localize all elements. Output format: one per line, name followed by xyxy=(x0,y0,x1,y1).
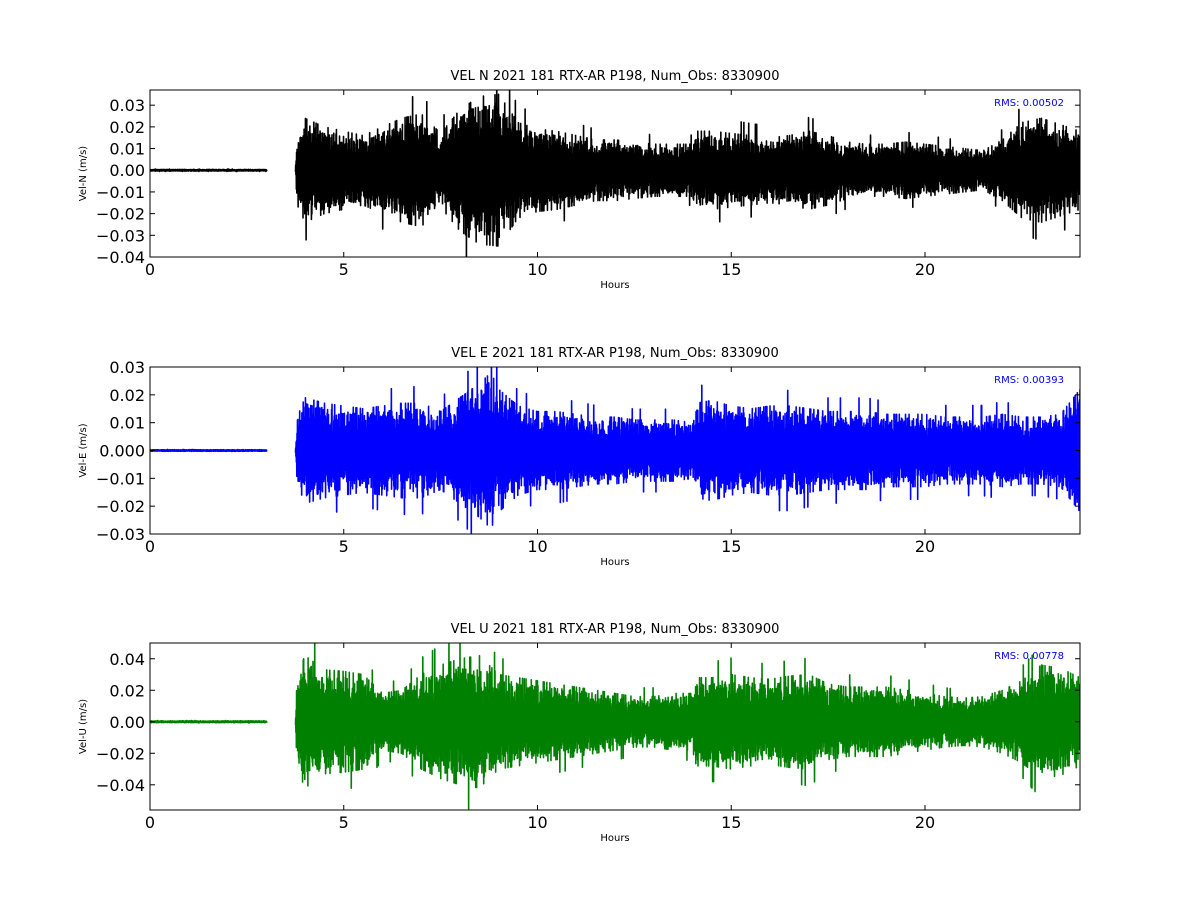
y-axis-label-n: Vel-N (m/s) xyxy=(78,146,89,201)
panel-n: VEL N 2021 181 RTX-AR P198, Num_Obs: 833… xyxy=(78,69,1081,291)
y-axis-label-e: Vel-E (m/s) xyxy=(78,423,89,477)
y-tick-label-u: 0.02 xyxy=(109,681,145,700)
chart-title-n: VEL N 2021 181 RTX-AR P198, Num_Obs: 833… xyxy=(451,69,780,84)
plot-frame-u xyxy=(149,642,1081,811)
x-tick-label-u: 5 xyxy=(339,813,349,832)
x-tick-label-n: 0 xyxy=(145,260,155,279)
x-tick-label-n: 15 xyxy=(721,260,741,279)
y-tick-label-e: 0.03 xyxy=(109,358,145,377)
x-axis-label-n: Hours xyxy=(600,280,629,291)
y-tick-label-n: −0.01 xyxy=(96,183,145,202)
x-tick-label-u: 15 xyxy=(721,813,741,832)
chart-title-e: VEL E 2021 181 RTX-AR P198, Num_Obs: 833… xyxy=(451,346,778,361)
x-tick-label-u: 0 xyxy=(145,813,155,832)
rms-label-e: RMS: 0.00393 xyxy=(994,375,1064,386)
x-axis-label-e: Hours xyxy=(600,557,629,568)
y-tick-label-e: −0.01 xyxy=(96,469,145,488)
chart-title-u: VEL U 2021 181 RTX-AR P198, Num_Obs: 833… xyxy=(451,622,780,637)
y-tick-label-n: −0.04 xyxy=(96,248,145,267)
x-axis-label-u: Hours xyxy=(600,833,629,844)
panel-e: VEL E 2021 181 RTX-AR P198, Num_Obs: 833… xyxy=(78,346,1081,568)
x-tick-label-e: 10 xyxy=(527,537,547,556)
y-tick-label-e: 0.000 xyxy=(99,442,145,461)
y-tick-label-e: −0.03 xyxy=(96,525,145,544)
y-tick-label-n: 0.02 xyxy=(109,118,145,137)
series-line-n xyxy=(150,90,1080,257)
x-tick-label-e: 20 xyxy=(915,537,935,556)
series-line-u xyxy=(150,643,1080,810)
y-tick-label-u: 0.04 xyxy=(109,650,145,669)
y-tick-label-n: 0.03 xyxy=(109,96,145,115)
y-tick-label-n: 0.01 xyxy=(109,140,145,159)
x-tick-label-e: 5 xyxy=(339,537,349,556)
x-tick-label-u: 10 xyxy=(527,813,547,832)
x-tick-label-n: 20 xyxy=(915,260,935,279)
x-tick-label-e: 15 xyxy=(721,537,741,556)
y-tick-label-n: 0.00 xyxy=(109,161,145,180)
y-tick-label-u: −0.02 xyxy=(96,744,145,763)
x-tick-label-u: 20 xyxy=(915,813,935,832)
y-tick-label-u: 0.00 xyxy=(109,713,145,732)
y-tick-label-n: −0.02 xyxy=(96,205,145,224)
y-tick-label-u: −0.04 xyxy=(96,776,145,795)
plot-frame-n xyxy=(149,89,1081,258)
y-tick-label-e: 0.01 xyxy=(109,414,145,433)
rms-label-u: RMS: 0.00778 xyxy=(994,651,1064,662)
y-tick-label-n: −0.03 xyxy=(96,226,145,245)
y-tick-label-e: 0.02 xyxy=(109,386,145,405)
y-axis-label-u: Vel-U (m/s) xyxy=(78,699,89,754)
x-tick-label-e: 0 xyxy=(145,537,155,556)
rms-label-n: RMS: 0.00502 xyxy=(994,98,1064,109)
series-line-e xyxy=(150,367,1080,534)
panel-u: VEL U 2021 181 RTX-AR P198, Num_Obs: 833… xyxy=(78,622,1081,844)
x-tick-label-n: 10 xyxy=(527,260,547,279)
y-tick-label-e: −0.02 xyxy=(96,497,145,516)
x-tick-label-n: 5 xyxy=(339,260,349,279)
